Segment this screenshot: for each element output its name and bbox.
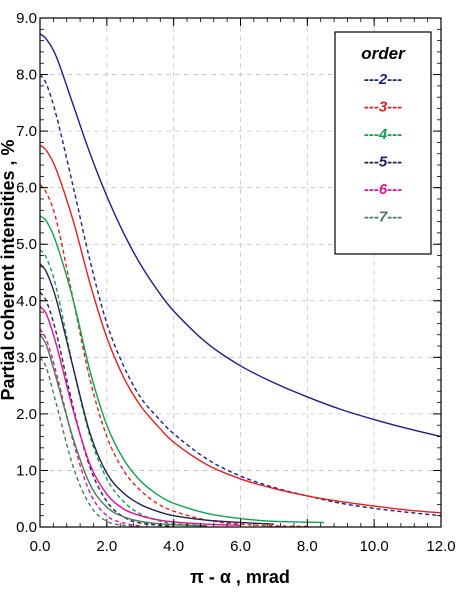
series-line-order-4-dashed xyxy=(39,249,208,527)
x-tick-label: 10.0 xyxy=(360,538,389,555)
series-curves xyxy=(39,33,442,528)
legend-entry: ---4--- xyxy=(364,126,402,143)
series-line-order-3-dashed xyxy=(39,184,308,528)
x-tick-label: 0.0 xyxy=(30,538,51,555)
y-tick-label: 3.0 xyxy=(16,349,37,366)
legend: order ---2--- ---3--- ---4--- ---5--- ---6--… xyxy=(334,31,432,255)
series-line-order-3-solid xyxy=(39,144,442,514)
y-tick-label: 6.0 xyxy=(16,180,37,197)
legend-entry: ---5--- xyxy=(364,154,402,171)
legend-title: order xyxy=(361,44,406,63)
y-tick-label: 0.0 xyxy=(16,519,37,536)
y-axis-label: Partial coherent intensities , % xyxy=(0,139,18,400)
x-tick-label: 12.0 xyxy=(426,538,455,555)
legend-entry: ---2--- xyxy=(364,71,402,88)
legend-entry: ---6--- xyxy=(364,181,402,198)
y-tick-label: 8.0 xyxy=(16,67,37,84)
y-tick-label: 5.0 xyxy=(16,236,37,253)
y-tick-label: 2.0 xyxy=(16,406,37,423)
series-line-order-7-dashed xyxy=(39,356,141,528)
legend-entry: ---7--- xyxy=(364,209,402,226)
x-tick-label: 8.0 xyxy=(297,538,318,555)
series-line-order-2-solid xyxy=(39,33,442,438)
y-tick-label: 1.0 xyxy=(16,462,37,479)
series-line-order-4-solid xyxy=(39,215,325,524)
series-line-order-5-dashed xyxy=(39,291,174,528)
series-line-order-6-dashed xyxy=(39,328,141,527)
tick-labels: 0.0 2.0 4.0 6.0 8.0 10.0 12.0 0.0 1.0 2.0 3.0 4.0 5.… xyxy=(16,10,455,555)
y-tick-label: 9.0 xyxy=(16,10,37,27)
y-tick-label: 4.0 xyxy=(16,293,37,310)
series-line-order-7-solid xyxy=(39,334,208,527)
axis-ticks xyxy=(39,17,442,528)
y-tick-label: 7.0 xyxy=(16,123,37,140)
series-line-order-2-dashed xyxy=(39,74,442,517)
x-tick-label: 2.0 xyxy=(96,538,117,555)
series-line-order-6-solid xyxy=(39,305,241,526)
x-tick-label: 4.0 xyxy=(163,538,184,555)
x-tick-label: 6.0 xyxy=(230,538,251,555)
series-line-order-5-solid xyxy=(39,263,274,525)
x-axis-label: π - α , mrad xyxy=(190,567,290,587)
legend-entry: ---3--- xyxy=(364,99,402,116)
legend-box xyxy=(334,31,432,255)
legend-items: ---2--- ---3--- ---4--- ---5--- ---6--- ---7-… xyxy=(364,71,402,226)
